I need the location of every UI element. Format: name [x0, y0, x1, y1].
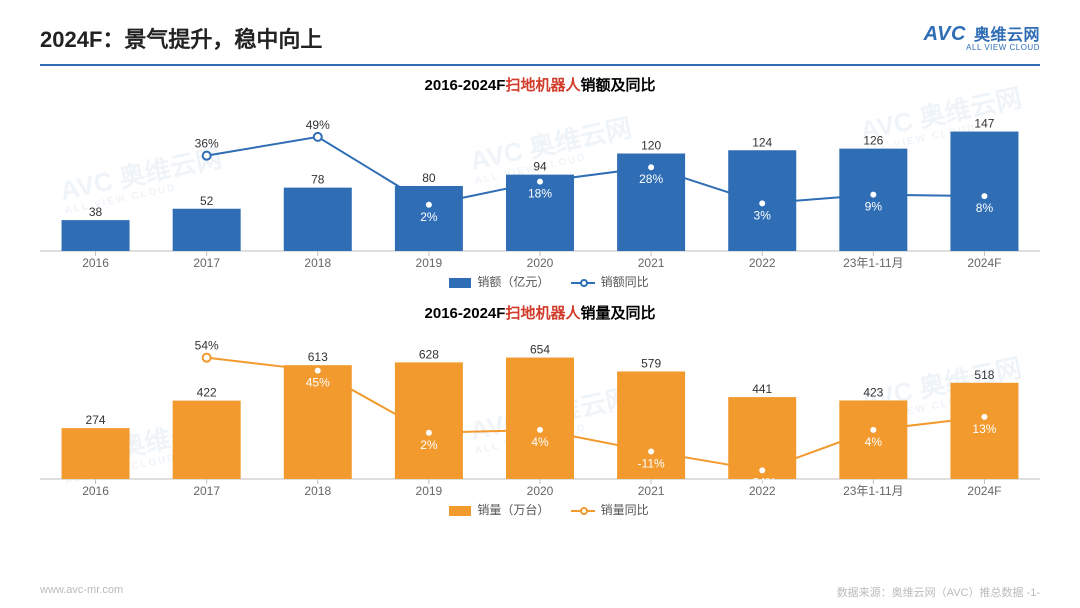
- chart2-legend: 销量（万台） 销量同比: [40, 501, 1040, 518]
- chart1-title: 2016-2024F扫地机器人销额及同比: [40, 74, 1040, 95]
- svg-text:2019: 2019: [416, 484, 443, 497]
- svg-text:45%: 45%: [306, 376, 330, 390]
- legend-line-label: 销量同比: [601, 503, 649, 517]
- svg-text:52: 52: [200, 194, 214, 208]
- page-title: 2024F：景气提升，稳中向上: [40, 22, 322, 54]
- header: 2024F：景气提升，稳中向上 AVC 奥维云网 ALL VIEW CLOUD: [40, 18, 1040, 58]
- svg-text:2016: 2016: [82, 484, 109, 497]
- svg-text:518: 518: [974, 368, 994, 382]
- chart2-title: 2016-2024F扫地机器人销量及同比: [40, 302, 1040, 323]
- chart1-legend: 销额（亿元） 销额同比: [40, 273, 1040, 290]
- svg-text:4%: 4%: [865, 435, 883, 449]
- chart2-plot: 2016 274 2017 422 2018 613 2019 628 2020 654 2021 5…: [40, 327, 1040, 497]
- svg-text:2018: 2018: [304, 256, 331, 269]
- svg-text:2020: 2020: [527, 256, 554, 269]
- svg-text:13%: 13%: [972, 422, 996, 436]
- legend-bar-swatch: [449, 506, 471, 516]
- svg-text:2%: 2%: [420, 438, 438, 452]
- svg-text:-11%: -11%: [638, 457, 665, 471]
- svg-text:-24%: -24%: [748, 475, 776, 489]
- svg-text:423: 423: [863, 385, 883, 399]
- svg-text:422: 422: [197, 386, 217, 400]
- brand-logo: AVC 奥维云网 ALL VIEW CLOUD: [924, 24, 1040, 52]
- footer: www.avc-mr.com 数据来源：奥维云网（AVC）推总数据 -1-: [40, 584, 1040, 600]
- logo-avc: AVC: [924, 23, 966, 45]
- svg-text:274: 274: [86, 413, 106, 427]
- footer-right: 数据来源：奥维云网（AVC）推总数据 -1-: [837, 584, 1040, 600]
- svg-text:28%: 28%: [639, 172, 663, 186]
- svg-text:2022: 2022: [749, 256, 776, 269]
- svg-text:441: 441: [752, 382, 772, 396]
- svg-text:23年1-11月: 23年1-11月: [843, 256, 903, 269]
- legend-bar-swatch: [449, 278, 471, 288]
- svg-text:2024F: 2024F: [967, 484, 1001, 497]
- svg-text:2017: 2017: [193, 484, 220, 497]
- svg-text:80: 80: [422, 171, 436, 185]
- svg-text:2019: 2019: [416, 256, 443, 269]
- svg-text:3%: 3%: [754, 208, 772, 222]
- svg-text:78: 78: [311, 173, 325, 187]
- header-rule: [40, 64, 1040, 66]
- svg-text:4%: 4%: [531, 435, 549, 449]
- svg-text:628: 628: [419, 347, 439, 361]
- footer-left: www.avc-mr.com: [40, 584, 123, 600]
- svg-text:2018: 2018: [304, 484, 331, 497]
- legend-line-marker: [571, 505, 595, 517]
- slide: AVC 奥维云网ALL VIEW CLOUD AVC 奥维云网ALL VIEW …: [0, 0, 1080, 608]
- sales-volume-chart: 2016-2024F扫地机器人销量及同比 2016 274 2017 422 2018 6…: [40, 302, 1040, 518]
- sales-value-chart: 2016-2024F扫地机器人销额及同比 2016382017522018782…: [40, 74, 1040, 290]
- svg-text:49%: 49%: [306, 118, 330, 132]
- legend-bar-label: 销量（万台）: [477, 503, 549, 517]
- svg-text:8%: 8%: [976, 201, 994, 215]
- legend-bar-label: 销额（亿元）: [477, 275, 549, 289]
- chart1-plot: 2016 38 2017 52 2018 78 2019 80 2020 94 2021 120 202…: [40, 99, 1040, 269]
- svg-text:54%: 54%: [195, 339, 219, 353]
- svg-text:23年1-11月: 23年1-11月: [843, 484, 903, 497]
- svg-text:2021: 2021: [638, 256, 665, 269]
- legend-line-label: 销额同比: [601, 275, 649, 289]
- svg-text:36%: 36%: [195, 137, 219, 151]
- svg-text:147: 147: [974, 117, 994, 131]
- svg-text:120: 120: [641, 139, 661, 153]
- svg-text:613: 613: [308, 350, 328, 364]
- logo-sub: ALL VIEW CLOUD: [966, 44, 1040, 52]
- svg-text:9%: 9%: [865, 200, 883, 214]
- logo-cn: 奥维云网: [974, 27, 1040, 44]
- svg-text:2%: 2%: [420, 210, 438, 224]
- svg-text:2024F: 2024F: [967, 256, 1001, 269]
- svg-text:126: 126: [863, 134, 883, 148]
- svg-text:579: 579: [641, 356, 661, 370]
- svg-text:2020: 2020: [527, 484, 554, 497]
- svg-text:654: 654: [530, 343, 550, 357]
- svg-text:124: 124: [752, 135, 772, 149]
- svg-text:18%: 18%: [528, 187, 552, 201]
- svg-text:2021: 2021: [638, 484, 665, 497]
- legend-line-marker: [571, 277, 595, 289]
- svg-text:2016: 2016: [82, 256, 109, 269]
- svg-text:38: 38: [89, 205, 103, 219]
- svg-text:2017: 2017: [193, 256, 220, 269]
- svg-text:94: 94: [533, 160, 547, 174]
